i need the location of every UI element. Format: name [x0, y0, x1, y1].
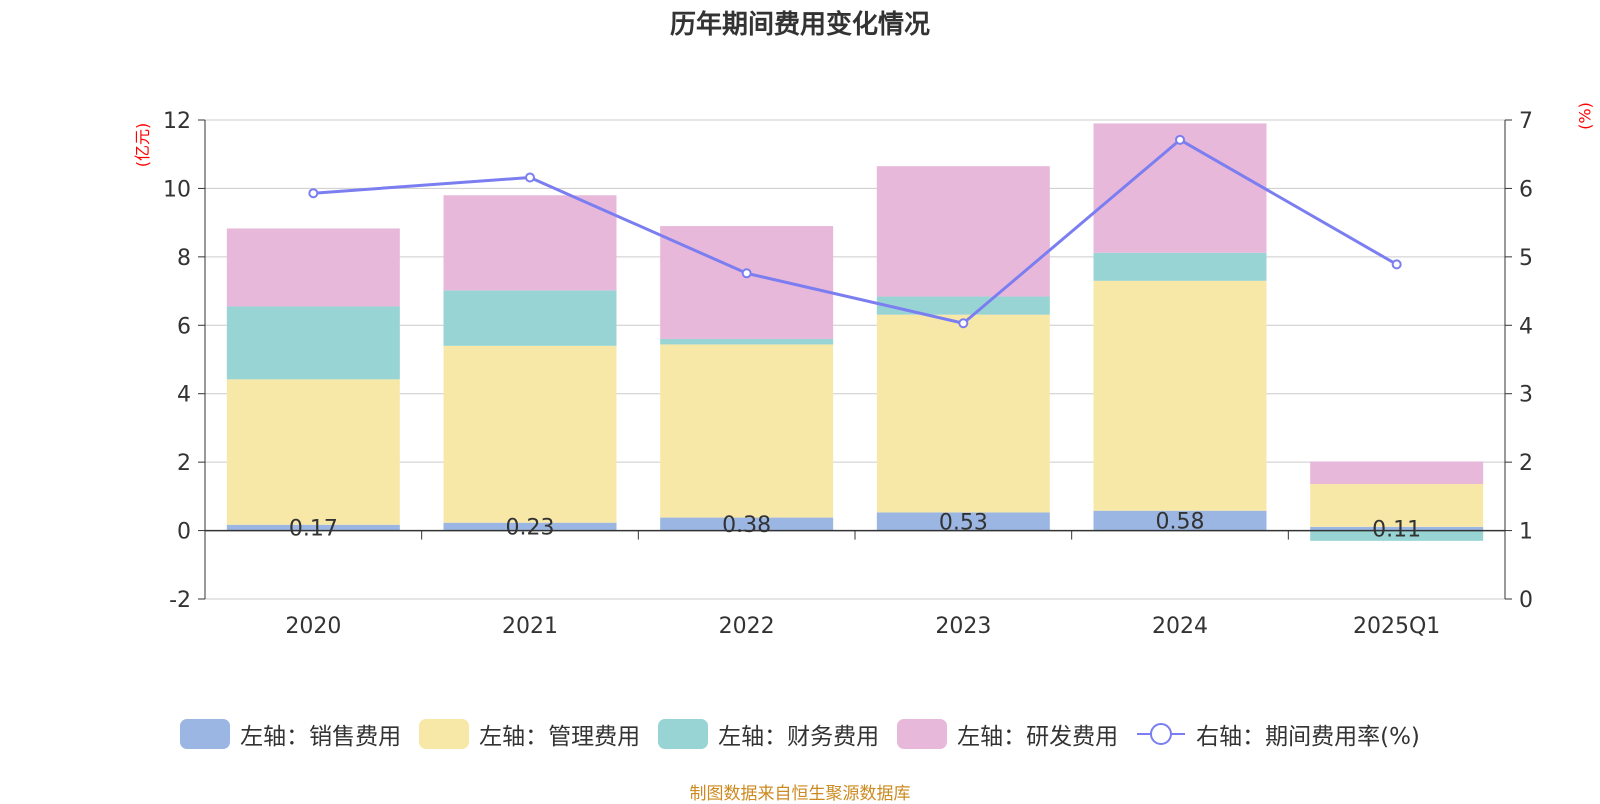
data-label-sales: 0.23: [506, 516, 555, 541]
line-rate-point-2020: [308, 188, 319, 199]
bar-rd-2021: [443, 195, 617, 291]
legend-item-rate[interactable]: 右轴：期间费用率(%): [1136, 717, 1420, 751]
right-axis-tick-label: 1: [1519, 520, 1533, 545]
legend-swatch-management: [419, 719, 470, 749]
legend-item-finance[interactable]: 左轴：财务费用: [658, 717, 879, 751]
left-axis-tick-label: 0: [177, 520, 191, 545]
left-axis-tick-label: 8: [177, 246, 191, 271]
bar-finance-2021: [443, 290, 617, 346]
left-axis-tick-label: -2: [169, 588, 191, 613]
legend-label-management: 左轴：管理费用: [479, 724, 641, 750]
left-axis-tick-label: 4: [177, 383, 191, 408]
right-axis-tick-label: 4: [1519, 314, 1533, 339]
right-axis-tick-label: 3: [1519, 383, 1533, 408]
x-axis-tick-label: 2024: [1152, 614, 1208, 639]
bar-finance-2020: [226, 306, 400, 380]
line-rate-series: [313, 138, 1398, 325]
x-axis-tick-label: 2022: [719, 614, 775, 639]
bar-management-2020: [226, 379, 400, 525]
data-label-sales: 0.11: [1372, 518, 1421, 543]
bar-sales-2023: [876, 512, 1050, 531]
legend-item-sales[interactable]: 左轴：销售费用: [180, 717, 401, 751]
bar-management-2021: [443, 345, 617, 523]
left-axis-tick-label: 6: [177, 314, 191, 339]
legend-label-rd: 左轴：研发费用: [957, 724, 1119, 750]
bar-sales-2021: [443, 522, 617, 531]
line-rate-point-2025Q1: [1391, 259, 1402, 270]
left-axis-tick-label: 12: [163, 109, 191, 134]
legend-label-rate: 右轴：期间费用率(%): [1196, 724, 1420, 750]
left-axis-tick-label: 2: [177, 451, 191, 476]
bar-sales-2020: [226, 524, 400, 531]
right-axis-tick-label: 0: [1519, 588, 1533, 613]
legend-label-sales: 左轴：销售费用: [240, 724, 402, 750]
legend-swatch-rd: [897, 719, 948, 749]
bar-finance-2023: [876, 296, 1050, 315]
legend: 左轴：销售费用 左轴：管理费用 左轴：财务费用 左轴：研发费用 右轴：期间费用率…: [0, 717, 1600, 751]
data-label-sales: 0.53: [939, 511, 988, 536]
line-rate-point-2021: [525, 172, 535, 183]
legend-item-management[interactable]: 左轴：管理费用: [419, 717, 640, 751]
data-label-sales: 0.17: [289, 517, 338, 542]
bar-sales-2022: [660, 517, 834, 531]
legend-swatch-finance: [658, 719, 709, 749]
left-axis-tick-label: 10: [163, 177, 191, 202]
right-axis-tick-label: 7: [1519, 109, 1533, 134]
bar-finance-2022: [660, 338, 834, 345]
x-axis-tick-label: 2020: [285, 614, 341, 639]
bar-sales-2024: [1093, 510, 1267, 531]
bar-finance-2024: [1093, 252, 1267, 281]
data-label-sales: 0.38: [722, 513, 771, 538]
line-rate-point-2023: [958, 318, 969, 329]
bar-rd-2025Q1: [1310, 461, 1484, 485]
legend-item-rd[interactable]: 左轴：研发费用: [897, 717, 1118, 751]
x-axis-tick-label: 2025Q1: [1353, 614, 1440, 639]
bar-finance-2025Q1: [1310, 530, 1484, 541]
line-rate-point-2024: [1175, 134, 1185, 145]
chart-title: 历年期间费用变化情况: [669, 10, 930, 40]
line-rate-point-2022: [741, 268, 752, 279]
legend-label-finance: 左轴：财务费用: [718, 724, 880, 750]
right-axis-tick-label: 5: [1519, 246, 1533, 271]
data-source-note: 制图数据来自恒生聚源数据库: [689, 784, 911, 804]
bar-rd-2020: [226, 228, 400, 307]
right-axis-tick-label: 6: [1519, 177, 1533, 202]
bar-management-2025Q1: [1310, 484, 1484, 527]
right-axis-tick-label: 2: [1519, 451, 1533, 476]
legend-line-marker-icon: [1137, 723, 1186, 745]
bar-rd-2023: [876, 166, 1050, 297]
x-axis-tick-label: 2021: [502, 614, 558, 639]
bar-sales-2025Q1: [1310, 526, 1484, 531]
x-axis-tick-label: 2023: [935, 614, 991, 639]
data-label-sales: 0.58: [1156, 510, 1205, 535]
legend-swatch-sales: [180, 719, 231, 749]
bar-management-2022: [660, 344, 834, 518]
bar-rd-2022: [660, 226, 834, 339]
bar-management-2023: [876, 314, 1050, 513]
bar-management-2024: [1093, 280, 1267, 511]
